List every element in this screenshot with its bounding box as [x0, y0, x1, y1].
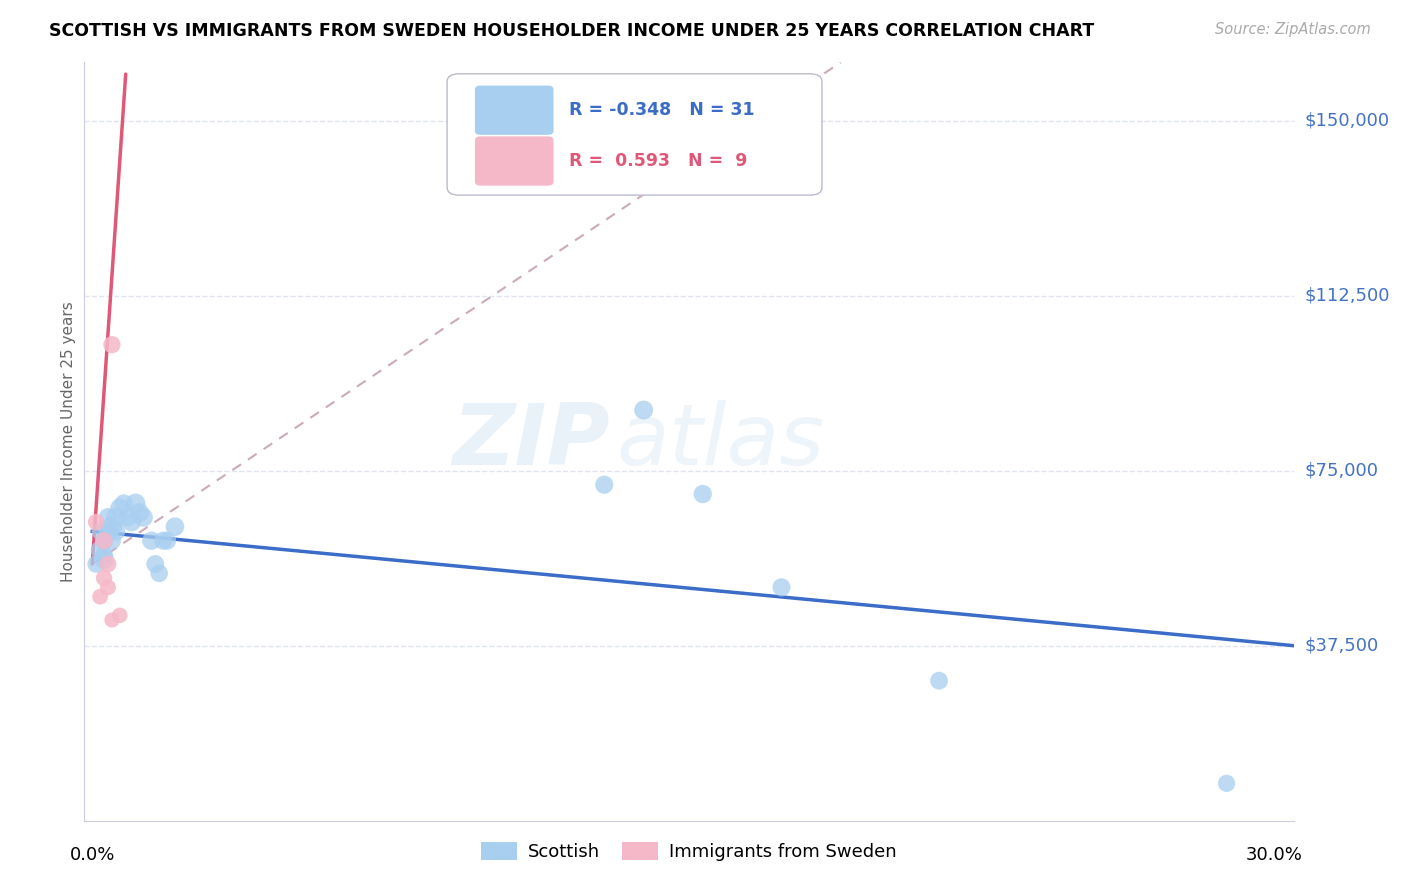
Point [101, 533, 124, 548]
Point [93, 552, 115, 566]
Text: SCOTTISH VS IMMIGRANTS FROM SWEDEN HOUSEHOLDER INCOME UNDER 25 YEARS CORRELATION: SCOTTISH VS IMMIGRANTS FROM SWEDEN HOUSE… [49, 22, 1094, 40]
Point [121, 515, 143, 529]
Point [97, 524, 120, 539]
Point [104, 524, 127, 539]
Point [101, 519, 124, 533]
Point [93, 533, 115, 548]
Point [93, 571, 115, 585]
Point [1215, 776, 1237, 790]
FancyBboxPatch shape [475, 136, 554, 186]
Text: $37,500: $37,500 [1305, 637, 1379, 655]
Point [928, 673, 950, 688]
Point [143, 557, 166, 571]
Point [692, 487, 714, 501]
Point [124, 496, 146, 510]
Text: Source: ZipAtlas.com: Source: ZipAtlas.com [1215, 22, 1371, 37]
Y-axis label: Householder Income Under 25 years: Householder Income Under 25 years [60, 301, 76, 582]
Text: 30.0%: 30.0% [1246, 846, 1302, 863]
Point [104, 510, 127, 524]
Point [101, 613, 124, 627]
Point [93, 548, 115, 562]
Text: ZIP: ZIP [453, 400, 610, 483]
Text: R =  0.593   N =  9: R = 0.593 N = 9 [569, 152, 748, 170]
Point [97, 557, 120, 571]
Text: 0.0%: 0.0% [69, 846, 115, 863]
Point [89, 543, 111, 558]
Point [128, 506, 150, 520]
Text: $112,500: $112,500 [1305, 286, 1391, 305]
Text: $75,000: $75,000 [1305, 462, 1379, 480]
Point [593, 477, 616, 491]
Point [89, 590, 111, 604]
Legend: Scottish, Immigrants from Sweden: Scottish, Immigrants from Sweden [474, 835, 904, 869]
Point [101, 337, 124, 351]
Text: R = -0.348   N = 31: R = -0.348 N = 31 [569, 101, 755, 120]
Point [93, 533, 115, 548]
Point [117, 510, 139, 524]
Point [112, 496, 135, 510]
FancyBboxPatch shape [447, 74, 823, 195]
Point [163, 519, 186, 533]
Point [89, 524, 111, 539]
Point [770, 580, 793, 594]
Point [156, 533, 179, 548]
Point [84, 515, 107, 529]
Point [148, 566, 170, 581]
FancyBboxPatch shape [475, 86, 554, 135]
Point [108, 501, 131, 516]
Point [633, 403, 655, 417]
Point [97, 580, 120, 594]
Point [108, 608, 131, 623]
Text: $150,000: $150,000 [1305, 112, 1389, 129]
Point [132, 510, 155, 524]
Point [97, 510, 120, 524]
Point [152, 533, 174, 548]
Point [141, 533, 163, 548]
Point [84, 557, 107, 571]
Text: atlas: atlas [616, 400, 824, 483]
